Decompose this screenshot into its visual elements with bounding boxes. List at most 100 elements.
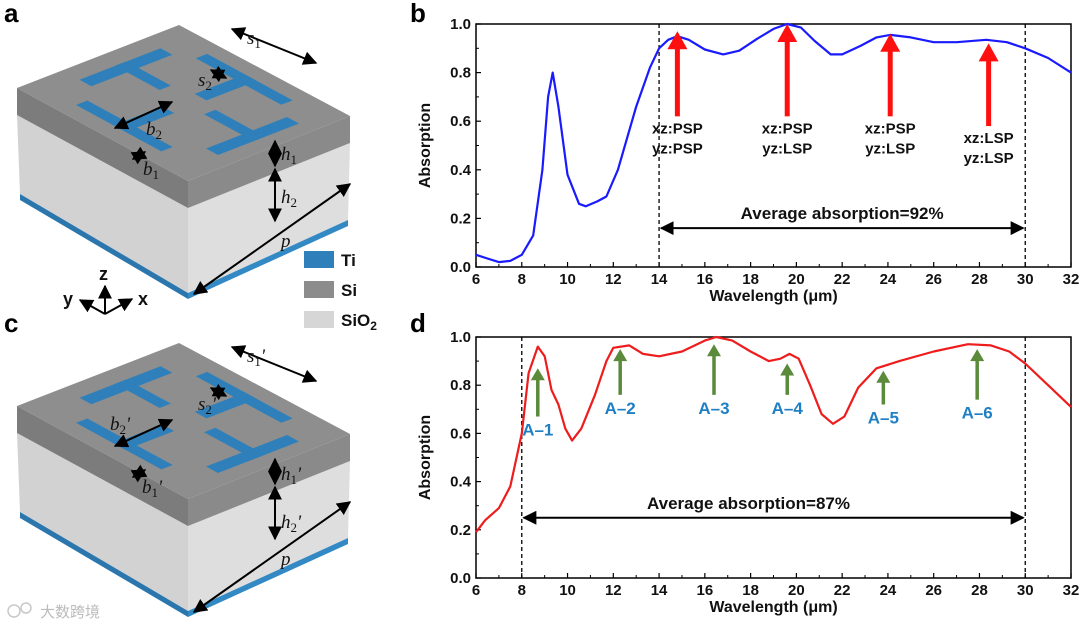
x-tick-label: 22 xyxy=(834,271,851,288)
absorption-peak-label: A–6 xyxy=(962,404,993,423)
absorption-chart-d: 6 8 10 12 14 16 18 20 22 24 26 28 30 32 0.0 0.2 0.4 0.6 0.… xyxy=(417,329,1079,616)
y-axis-label: y xyxy=(63,289,73,309)
x-tick-label: 18 xyxy=(742,271,759,288)
x-tick-label: 8 xyxy=(518,582,526,599)
x-tick-label: 24 xyxy=(880,582,897,599)
c-ti-ground-left xyxy=(20,512,188,617)
mode-arrow-icon xyxy=(707,344,721,357)
mode-arrow-shaft xyxy=(785,374,789,395)
dimension-label-p: p xyxy=(279,231,291,252)
watermark-text: 大数跨境 xyxy=(40,603,100,621)
p-dimension-arrow xyxy=(192,183,352,295)
y-tick-label: 0.4 xyxy=(450,162,472,179)
legend-label-sio2: SiO2 xyxy=(341,311,377,333)
x-axis-arrow xyxy=(104,298,134,315)
y-axis-arrow xyxy=(78,299,106,315)
dimension-label-h2: h2' xyxy=(281,512,302,535)
mode-arrow-shaft xyxy=(712,355,716,395)
coordinate-axes: z y x xyxy=(63,264,148,315)
watermark-logo-icon-2 xyxy=(20,602,32,614)
s1-dimension-arrow xyxy=(230,345,318,383)
mode-label-xz: xz:PSP xyxy=(652,120,703,137)
legend-swatch-ti xyxy=(304,251,334,268)
x-tick-label: 20 xyxy=(788,271,805,288)
dimension-label-s1: s1' xyxy=(247,346,266,369)
dimension-label-s2: s2' xyxy=(198,394,217,417)
mode-arrow-shaft xyxy=(536,379,540,417)
a-ti-resonator-bar xyxy=(194,74,257,101)
x-tick-label: 20 xyxy=(788,582,805,599)
a-ti-resonator-bar xyxy=(115,61,171,90)
absorption-curve xyxy=(475,335,1072,533)
x-axis-title: Wavelength (μm) xyxy=(709,288,837,305)
absorption-chart-b: 6 8 10 12 14 16 18 20 22 24 26 28 30 32 0.0 0.2 0.4 0.6 0.… xyxy=(417,16,1079,305)
mode-arrow-shaft xyxy=(784,41,790,117)
b2-dimension-arrow xyxy=(113,418,174,448)
y-tick-label: 1.0 xyxy=(450,16,471,33)
mode-label-yz: yz:LSP xyxy=(964,150,1014,167)
a-ti-resonator-bar xyxy=(204,109,265,142)
absorption-peak-label: A–2 xyxy=(605,399,636,418)
panel-label-d: d xyxy=(410,308,426,338)
mode-arrow-icon xyxy=(880,33,901,52)
y-tick-label: 0.0 xyxy=(450,570,471,587)
s1-dimension-arrow xyxy=(230,27,318,65)
x-tick-label: 32 xyxy=(1063,582,1080,599)
mode-label-xz: xz:LSP xyxy=(964,130,1014,147)
mode-arrow-icon xyxy=(876,370,891,383)
mode-arrow-shaft xyxy=(618,360,622,395)
mode-arrow-icon xyxy=(978,43,999,62)
b1-dimension-arrow xyxy=(130,464,148,483)
mode-label-yz: yz:PSP xyxy=(652,140,703,157)
x-tick-label: 6 xyxy=(472,582,480,599)
x-axis-title: Wavelength (μm) xyxy=(709,599,837,616)
s2-dimension-arrow xyxy=(209,383,228,401)
a-si-top-face xyxy=(17,25,350,181)
legend-label-ti: Ti xyxy=(341,251,356,270)
absorption-peak-label: A–3 xyxy=(698,399,729,418)
dimension-label-p: p xyxy=(279,549,291,570)
c-ti-resonator-bar xyxy=(204,427,265,460)
y-axis-title: Absorption xyxy=(417,415,434,500)
dimension-annotations-a: s1 s2 b2 b1 h1 h2 p xyxy=(113,27,352,295)
average-absorption-label: Average absorption=92% xyxy=(741,204,944,223)
x-tick-label: 14 xyxy=(651,271,668,288)
mode-arrow-shaft xyxy=(986,60,992,127)
watermark: 大数跨境 xyxy=(7,602,100,621)
mode-arrow-icon xyxy=(530,368,545,381)
mode-label-xz: xz:PSP xyxy=(762,120,813,137)
mode-arrow-shaft xyxy=(887,50,893,117)
mode-arrow-shaft xyxy=(975,360,979,400)
plot-frame xyxy=(475,336,1072,579)
c-si-left-face xyxy=(17,406,188,526)
z-axis-label: z xyxy=(99,264,108,284)
x-tick-label: 22 xyxy=(834,582,851,599)
c-ti-resonator-bar xyxy=(194,392,257,419)
panel-label-a: a xyxy=(4,0,19,28)
dimension-label-h2: h2 xyxy=(281,187,297,210)
x-tick-label: 30 xyxy=(1017,271,1034,288)
absorption-peak-label: A–5 xyxy=(868,408,899,427)
p-dimension-arrow xyxy=(192,501,352,613)
c-si-top-face xyxy=(17,343,350,499)
a-si-left-face xyxy=(17,88,188,208)
absorption-peak-label: A–1 xyxy=(522,421,553,440)
mode-arrow-shaft xyxy=(674,48,680,117)
x-tick-label: 12 xyxy=(605,582,622,599)
x-tick-label: 16 xyxy=(697,582,714,599)
x-tick-label: 24 xyxy=(880,271,897,288)
material-legend: Ti Si SiO2 xyxy=(304,251,377,333)
x-tick-label: 28 xyxy=(971,582,988,599)
absorption-curve xyxy=(475,22,1072,264)
b2-dimension-arrow xyxy=(113,100,174,130)
mode-label-xz: xz:PSP xyxy=(865,120,916,137)
mode-arrow-icon xyxy=(613,349,628,362)
x-tick-label: 8 xyxy=(518,271,526,288)
x-tick-label: 12 xyxy=(605,271,622,288)
b1-dimension-arrow xyxy=(130,146,148,165)
panel-label-c: c xyxy=(4,308,18,338)
x-tick-label: 26 xyxy=(925,582,942,599)
dimension-label-b2: b2' xyxy=(110,414,131,437)
dimension-label-b2: b2 xyxy=(146,119,162,142)
